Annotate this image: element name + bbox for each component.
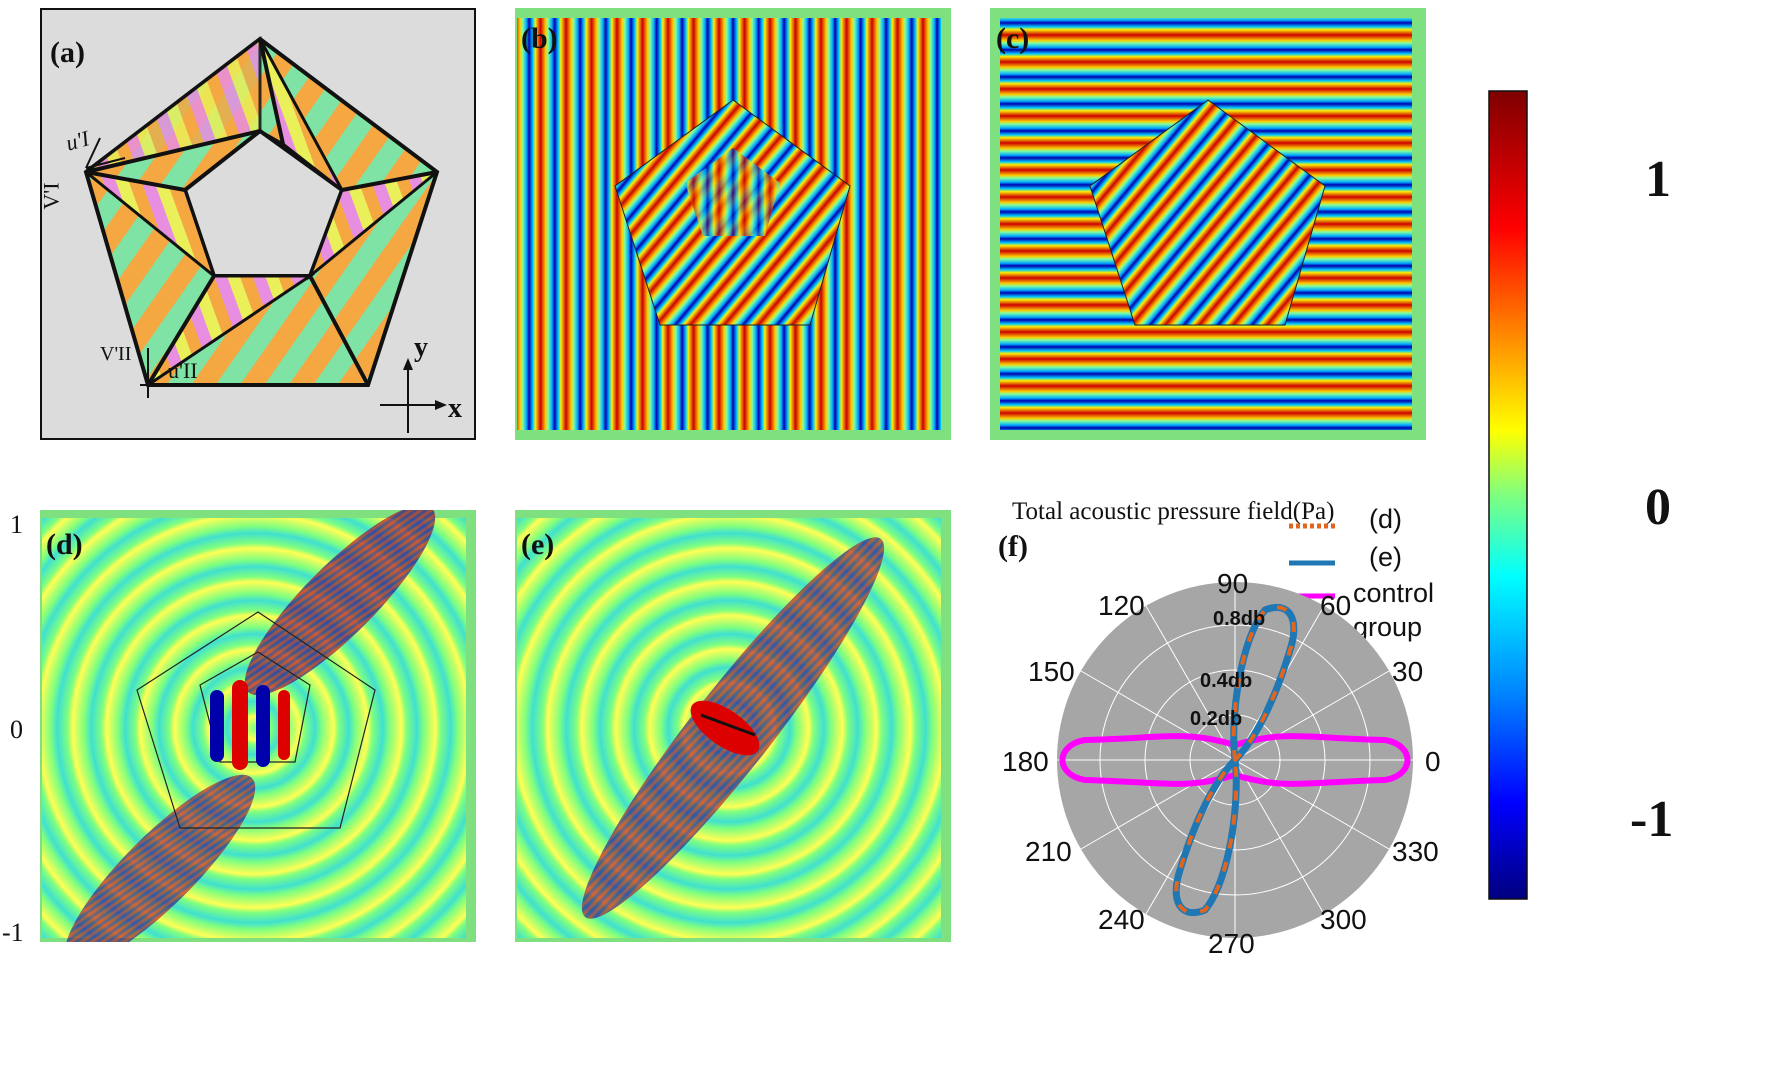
field-map-e	[515, 510, 951, 942]
angle-30: 30	[1392, 656, 1424, 687]
legend-label-control: control group	[1353, 578, 1435, 642]
field-map-b	[515, 8, 951, 440]
radial-label-0.4: 0.4db	[1200, 670, 1253, 692]
panel-a: (a) V'I u'I V'II u'II y x	[38, 8, 476, 440]
angle-210: 210	[1025, 836, 1072, 867]
v2-axis-label: V'II	[100, 343, 132, 365]
panel-a-label: (a)	[50, 36, 85, 69]
u2-axis-label: u'II	[168, 358, 198, 383]
panel-f-label: (f)	[998, 530, 1028, 563]
polar-legend: (d) (e) control group	[1285, 504, 1485, 643]
panel-c: (c)	[990, 8, 1426, 440]
angle-270: 270	[1208, 928, 1255, 959]
colorbar-max-label: 1	[1645, 151, 1671, 208]
panel-b-label: (b)	[521, 22, 558, 55]
angle-150: 150	[1028, 656, 1075, 687]
x-axis-label: x	[448, 393, 462, 424]
panel-c-label: (c)	[996, 22, 1030, 55]
legend-label-d: (d)	[1369, 504, 1402, 534]
v1-axis-label: V'I	[38, 182, 64, 210]
field-map-d	[40, 510, 476, 942]
angle-60: 60	[1320, 590, 1352, 621]
pentagon-tiling-diagram	[40, 8, 476, 440]
radial-label-0.8: 0.8db	[1213, 608, 1266, 630]
colorbar-min-label: -1	[1630, 791, 1674, 848]
angle-0: 0	[1425, 746, 1441, 777]
panel-d: (d) 1 0 -1	[2, 510, 476, 947]
panel-e-label: (e)	[521, 528, 555, 561]
angle-90: 90	[1217, 568, 1249, 599]
radial-label-0.2: 0.2db	[1190, 708, 1243, 730]
polar-plot: 0.2db 0.4db 0.8db	[1055, 580, 1415, 940]
panel-e: (e)	[515, 510, 951, 942]
angle-330: 330	[1392, 836, 1439, 867]
angle-120: 120	[1098, 590, 1145, 621]
field-map-c	[990, 8, 1426, 440]
tick-1: 1	[10, 510, 23, 539]
series-d	[1174, 605, 1296, 915]
panel-d-label: (d)	[46, 528, 83, 561]
colorbar	[1488, 90, 1528, 900]
legend-label-e: (e)	[1369, 542, 1402, 572]
panel-b: (b)	[515, 8, 951, 440]
y-axis-label: y	[414, 332, 428, 363]
angle-300: 300	[1320, 904, 1367, 935]
colorbar-mid-label: 0	[1645, 479, 1671, 536]
angle-240: 240	[1098, 904, 1145, 935]
polar-caption: Total acoustic pressure field(Pa)	[1012, 498, 1335, 525]
polar-axes	[1057, 582, 1413, 938]
angle-180: 180	[1002, 746, 1049, 777]
tick-minus-1: -1	[2, 918, 24, 947]
colorbar-gradient	[1488, 90, 1528, 900]
tick-0: 0	[10, 715, 23, 744]
